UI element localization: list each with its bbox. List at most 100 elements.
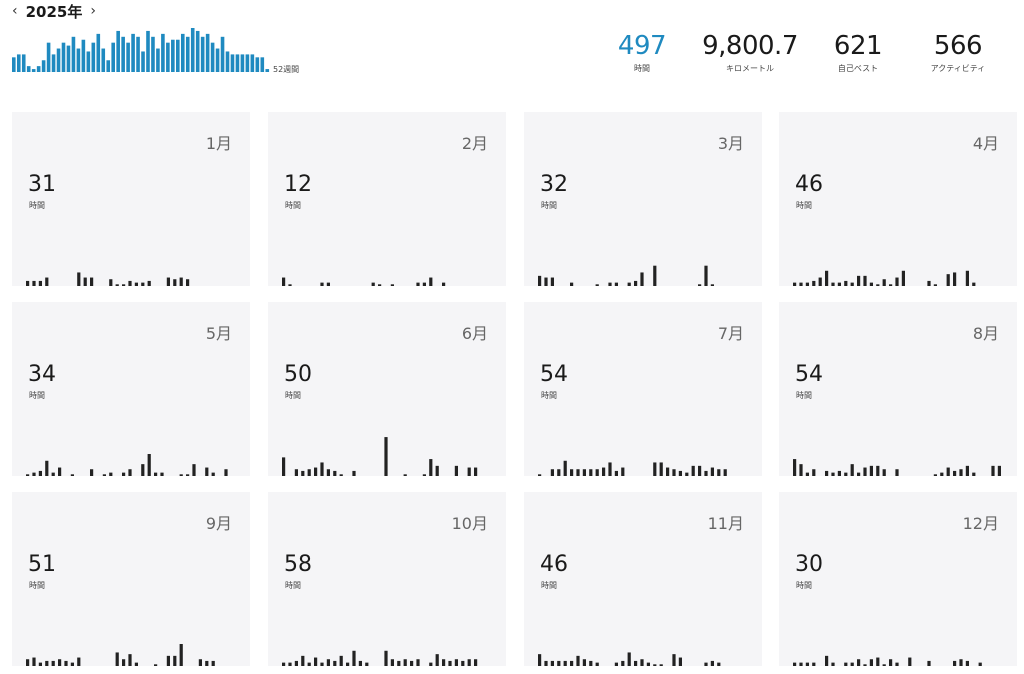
day-bar: [26, 474, 30, 476]
week-bar: [86, 51, 91, 72]
day-bar: [352, 470, 356, 476]
month-card[interactable]: 3月 32 時間: [524, 112, 762, 286]
day-bar: [863, 664, 867, 666]
day-bar: [946, 274, 950, 286]
day-bar: [595, 469, 599, 476]
day-bar: [799, 464, 803, 476]
day-bar: [397, 660, 401, 666]
week-bar: [260, 57, 265, 72]
month-daily-chart: [282, 437, 478, 476]
day-bar: [109, 279, 113, 286]
day-bar: [627, 282, 631, 286]
day-bar: [621, 660, 625, 666]
month-card[interactable]: 10月 58 時間: [268, 492, 506, 666]
day-bar: [818, 277, 822, 286]
day-bar: [333, 660, 337, 666]
day-bar: [812, 280, 816, 286]
month-hours: 30: [795, 552, 823, 577]
day-bar: [211, 660, 215, 666]
day-bar: [365, 662, 369, 666]
day-bar: [953, 660, 957, 666]
month-card[interactable]: 1月 31 時間: [12, 112, 250, 286]
day-bar: [467, 467, 471, 476]
day-bar: [691, 465, 695, 476]
day-bar: [154, 472, 158, 476]
day-bar: [595, 284, 599, 286]
day-bar: [710, 467, 714, 476]
month-card[interactable]: 11月 46 時間: [524, 492, 762, 666]
month-name: 5月: [205, 324, 232, 343]
day-bar: [717, 662, 721, 666]
month-daily-chart: [538, 652, 721, 666]
month-daily-chart: [793, 655, 982, 666]
day-bar: [793, 459, 797, 476]
month-hours-unit: 時間: [796, 581, 812, 590]
day-bar: [582, 659, 586, 666]
month-daily-chart: [26, 644, 215, 666]
month-card[interactable]: 6月 50 時間: [268, 302, 506, 476]
day-bar: [282, 457, 286, 476]
day-bar: [666, 467, 670, 476]
day-bar: [179, 277, 183, 286]
week-bar: [240, 54, 245, 72]
day-bar: [602, 467, 606, 476]
day-bar: [557, 660, 561, 666]
day-bar: [991, 465, 995, 476]
day-bar: [352, 650, 356, 666]
day-bar: [429, 277, 433, 286]
day-bar: [850, 282, 854, 286]
month-card[interactable]: 8月 54 時間: [779, 302, 1017, 476]
month-hours-unit: 時間: [285, 201, 301, 210]
day-bar: [288, 662, 292, 666]
chevron-right-icon[interactable]: ›: [90, 3, 96, 19]
day-bar: [32, 280, 36, 286]
day-bar: [320, 662, 324, 666]
day-bar: [653, 664, 657, 666]
week-bar: [31, 69, 36, 72]
day-bar: [895, 662, 899, 666]
month-card[interactable]: 7月 54 時間: [524, 302, 762, 476]
month-card[interactable]: 5月 34 時間: [12, 302, 250, 476]
month-name: 12月: [962, 514, 999, 533]
day-bar: [358, 660, 362, 666]
day-bar: [614, 282, 618, 286]
day-bar: [538, 275, 542, 286]
day-bar: [435, 654, 439, 666]
day-bar: [32, 472, 36, 476]
month-name: 10月: [451, 514, 488, 533]
day-bar: [45, 277, 49, 286]
month-hours: 34: [28, 362, 56, 387]
month-card[interactable]: 2月 12 時間: [268, 112, 506, 286]
day-bar: [38, 470, 42, 476]
day-bar: [863, 467, 867, 476]
chevron-left-icon[interactable]: ‹: [12, 3, 18, 19]
day-bar: [946, 467, 950, 476]
month-daily-chart: [282, 277, 446, 286]
day-bar: [154, 664, 158, 666]
month-hours: 12: [284, 172, 312, 197]
day-bar: [972, 472, 976, 476]
day-bar: [876, 284, 880, 286]
month-hours: 50: [284, 362, 312, 387]
day-bar: [211, 472, 215, 476]
month-card[interactable]: 4月 46 時間: [779, 112, 1017, 286]
month-name: 8月: [972, 324, 999, 343]
month-card[interactable]: 9月 51 時間: [12, 492, 250, 666]
day-bar: [882, 664, 886, 666]
day-bar: [889, 284, 893, 286]
day-bar: [614, 470, 618, 476]
week-bar: [126, 42, 130, 72]
day-bar: [570, 660, 574, 666]
day-bar: [825, 655, 829, 666]
day-bar: [570, 282, 574, 286]
week-bar: [111, 42, 115, 72]
month-name: 6月: [461, 324, 488, 343]
month-card[interactable]: 12月 30 時間: [779, 492, 1017, 666]
day-bar: [563, 660, 567, 666]
day-bar: [198, 659, 202, 666]
weekly-hours-chart[interactable]: [12, 28, 302, 76]
month-hours-unit: 時間: [796, 391, 812, 400]
day-bar: [805, 662, 809, 666]
day-bar: [698, 284, 702, 286]
day-bar: [282, 277, 286, 286]
